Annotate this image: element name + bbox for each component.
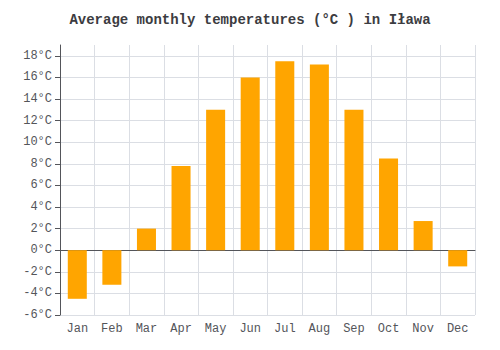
svg-text:14°C: 14°C: [23, 92, 52, 106]
svg-text:0°C: 0°C: [30, 243, 52, 257]
svg-text:Feb: Feb: [101, 322, 123, 336]
svg-text:-2°C: -2°C: [23, 265, 52, 279]
svg-text:Average monthly temperatures (: Average monthly temperatures (°C ) in Ił…: [69, 12, 431, 28]
svg-text:Oct: Oct: [378, 322, 400, 336]
svg-text:6°C: 6°C: [30, 178, 52, 192]
svg-text:4°C: 4°C: [30, 200, 52, 214]
svg-text:Jan: Jan: [66, 322, 88, 336]
svg-text:Sep: Sep: [343, 322, 365, 336]
svg-text:12°C: 12°C: [23, 114, 52, 128]
svg-text:-6°C: -6°C: [23, 308, 52, 322]
svg-text:Aug: Aug: [309, 322, 331, 336]
svg-text:-4°C: -4°C: [23, 286, 52, 300]
svg-text:Nov: Nov: [412, 322, 434, 336]
svg-text:Apr: Apr: [170, 322, 192, 336]
svg-text:May: May: [205, 322, 227, 336]
svg-text:8°C: 8°C: [30, 157, 52, 171]
svg-text:2°C: 2°C: [30, 222, 52, 236]
svg-text:10°C: 10°C: [23, 135, 52, 149]
svg-text:Mar: Mar: [136, 322, 158, 336]
svg-text:Jul: Jul: [274, 322, 296, 336]
svg-text:18°C: 18°C: [23, 49, 52, 63]
svg-text:Jun: Jun: [239, 322, 261, 336]
svg-text:Dec: Dec: [447, 322, 469, 336]
svg-text:16°C: 16°C: [23, 70, 52, 84]
